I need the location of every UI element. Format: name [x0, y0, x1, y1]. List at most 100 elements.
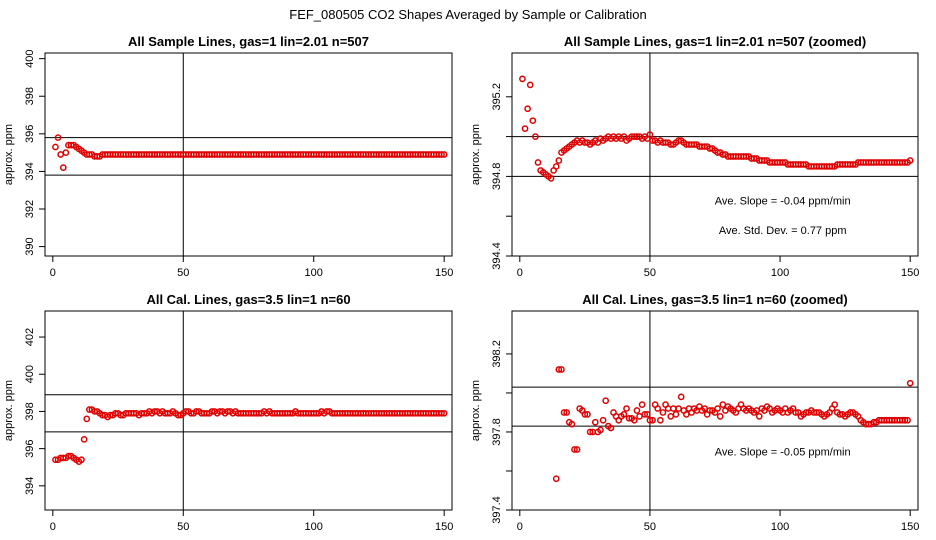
data-point	[672, 411, 680, 418]
data-point	[599, 416, 607, 424]
data-point	[638, 401, 646, 408]
x-tick-label: 150	[435, 267, 453, 279]
data-points	[52, 406, 448, 465]
data-point	[563, 409, 571, 416]
data-point	[654, 405, 662, 412]
data-point	[552, 163, 560, 170]
y-tick-label: 396	[24, 125, 36, 143]
panel-3: All Cal. Lines, gas=3.5 lin=1 n=60 0 50 100…	[3, 292, 453, 533]
data-point	[440, 151, 448, 158]
plot-frame	[511, 52, 919, 257]
y-tick-label: 400	[24, 49, 36, 67]
x-tick-label: 0	[50, 521, 56, 533]
x-tick-label: 100	[305, 267, 323, 279]
data-point	[633, 407, 641, 414]
data-point	[667, 413, 675, 420]
data-point	[529, 117, 537, 125]
panel-1: All Sample Lines, gas=1 lin=2.01 n=507 0 5…	[3, 34, 453, 279]
figure-title: FEF_080505 CO2 Shapes Averaged by Sample…	[289, 7, 646, 22]
data-points	[519, 75, 914, 182]
data-point	[80, 435, 88, 443]
y-tick-label: 397.4	[491, 496, 503, 524]
data-point	[524, 105, 531, 113]
data-point	[555, 157, 563, 164]
data-point	[568, 420, 576, 428]
reference-lines	[512, 311, 918, 510]
y-tick-label: 394	[24, 162, 36, 180]
data-point	[646, 416, 654, 424]
y-tick-label: 398	[24, 402, 36, 420]
y-tick-label: 394.4	[491, 242, 503, 270]
data-point	[636, 413, 643, 420]
data-point	[901, 416, 909, 424]
panel-title: All Cal. Lines, gas=3.5 lin=1 n=60 (zoom…	[582, 292, 848, 307]
data-point	[62, 149, 70, 156]
data-point	[532, 133, 539, 140]
y-axis-label: approx. ppm	[3, 124, 15, 185]
data-point	[904, 416, 911, 424]
x-tick-label: 0	[517, 521, 523, 533]
data-point	[755, 413, 763, 420]
data-point	[581, 411, 589, 418]
x-tick-label: 150	[901, 267, 919, 279]
x-tick-label: 100	[771, 267, 789, 279]
x-tick-label: 150	[901, 521, 919, 533]
plot-frame	[44, 310, 453, 511]
y-tick-label: 398.2	[491, 340, 503, 368]
panel-2: All Sample Lines, gas=1 lin=2.01 n=507 (…	[470, 34, 919, 279]
data-point	[641, 411, 649, 418]
data-point	[831, 401, 839, 408]
plot-frame	[44, 52, 453, 257]
x-tick-label: 0	[50, 267, 56, 279]
y-tick-label: 395.2	[491, 83, 503, 111]
panel-annotation: Ave. Slope = -0.05 ppm/min	[715, 446, 851, 458]
data-point	[659, 409, 667, 416]
data-point	[560, 409, 568, 416]
data-point	[83, 415, 91, 423]
panel-annotation: Ave. Std. Dev. = 0.77 ppm	[719, 225, 847, 237]
data-point	[584, 411, 591, 418]
y-axis-label: approx. ppm	[3, 380, 15, 441]
data-point	[571, 446, 578, 453]
data-point	[649, 416, 656, 424]
y-tick-label: 400	[24, 365, 36, 383]
y-axis-label: approx. ppm	[470, 124, 482, 185]
data-point	[526, 81, 534, 89]
panel-title: All Cal. Lines, gas=3.5 lin=1 n=60	[146, 292, 350, 307]
data-point	[78, 456, 85, 464]
x-tick-label: 50	[644, 521, 656, 533]
data-point	[906, 379, 914, 387]
x-tick-label: 0	[517, 267, 523, 279]
data-point	[719, 401, 727, 408]
data-point	[59, 164, 67, 172]
data-points	[552, 366, 914, 483]
y-axis-label: approx. ppm	[470, 380, 482, 441]
data-point	[438, 151, 445, 158]
data-point	[586, 428, 594, 436]
data-point	[670, 405, 677, 412]
data-point	[591, 418, 599, 426]
data-point	[558, 366, 565, 373]
data-point	[438, 409, 445, 417]
data-point	[440, 409, 448, 417]
reference-lines	[512, 53, 918, 256]
data-point	[646, 131, 654, 138]
data-point	[597, 426, 604, 434]
data-point	[552, 475, 560, 483]
data-point	[716, 413, 724, 420]
data-point	[792, 409, 800, 416]
data-point	[555, 366, 563, 373]
data-point	[521, 125, 529, 132]
data-point	[643, 411, 651, 418]
data-point	[519, 75, 526, 83]
data-point	[677, 393, 685, 401]
data-point	[906, 157, 914, 164]
data-point	[675, 405, 682, 412]
y-tick-label: 392	[24, 200, 36, 218]
y-tick-label: 397.8	[491, 418, 503, 446]
y-tick-label: 402	[24, 328, 36, 346]
x-tick-label: 100	[305, 521, 323, 533]
x-tick-label: 100	[771, 521, 789, 533]
data-point	[607, 424, 615, 432]
data-point	[57, 151, 65, 158]
